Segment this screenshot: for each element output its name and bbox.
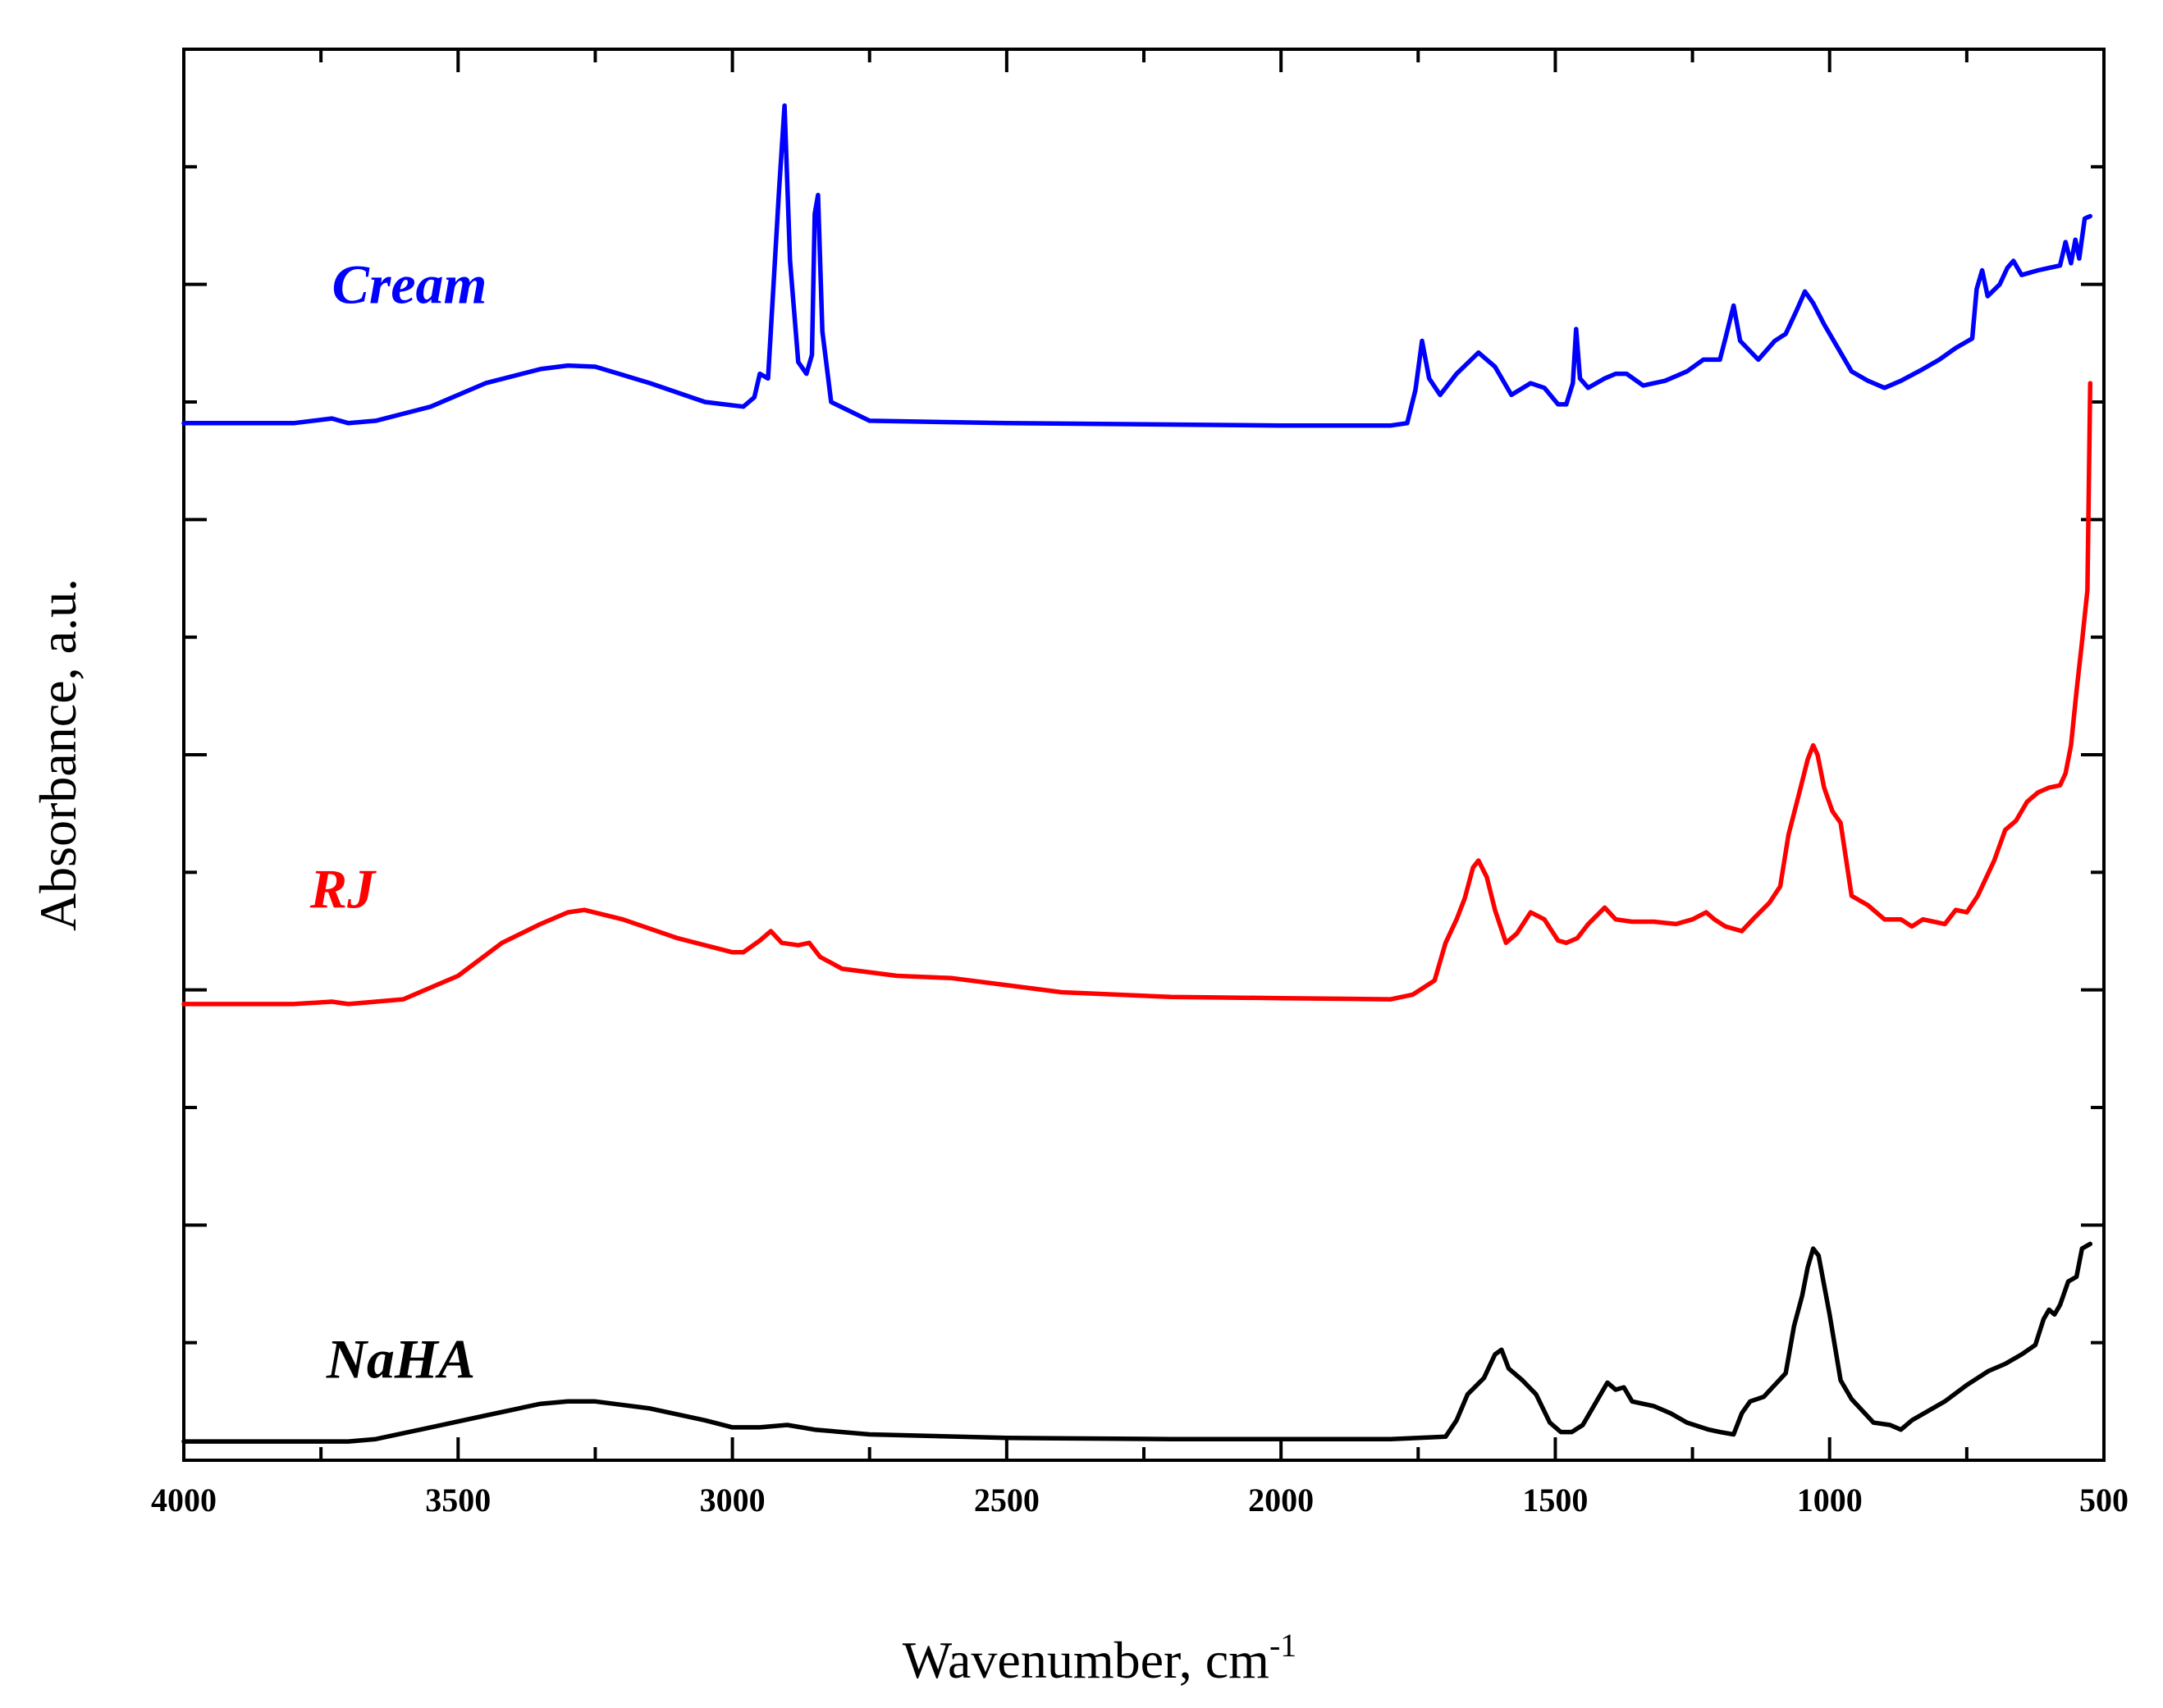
x-tick-labels: 4000 3500 3000 2500 2000 1500 1000 500 xyxy=(151,1482,2129,1518)
series-label-rj: RJ xyxy=(309,857,377,920)
x-tick-label: 2000 xyxy=(1248,1482,1314,1518)
series-lines xyxy=(181,103,2093,1444)
x-tick-label: 3000 xyxy=(700,1482,766,1518)
x-tick-label: 1000 xyxy=(1797,1482,1863,1518)
series-labels: Cream RJ NaHA xyxy=(309,253,487,1391)
x-tick-label: 3500 xyxy=(425,1482,491,1518)
series-line-naha xyxy=(181,1241,2093,1444)
y-axis-title: Absorbance, a.u. xyxy=(29,578,87,931)
x-tick-label: 4000 xyxy=(151,1482,217,1518)
x-tick-label: 2500 xyxy=(974,1482,1040,1518)
series-label-naha: NaHA xyxy=(326,1328,475,1391)
series-label-cream: Cream xyxy=(332,253,487,316)
x-axis-title-text: Wavenumber, cm xyxy=(903,1631,1269,1689)
x-tick-label: 1500 xyxy=(1522,1482,1588,1518)
axis-ticks xyxy=(182,48,2106,1462)
x-axis-title: Wavenumber, cm-1 xyxy=(903,1627,1297,1689)
series-line-cream xyxy=(181,103,2093,428)
x-axis-title-superscript: -1 xyxy=(1269,1627,1296,1664)
series-line-rj xyxy=(181,381,2093,1007)
x-tick-label: 500 xyxy=(2079,1482,2129,1518)
